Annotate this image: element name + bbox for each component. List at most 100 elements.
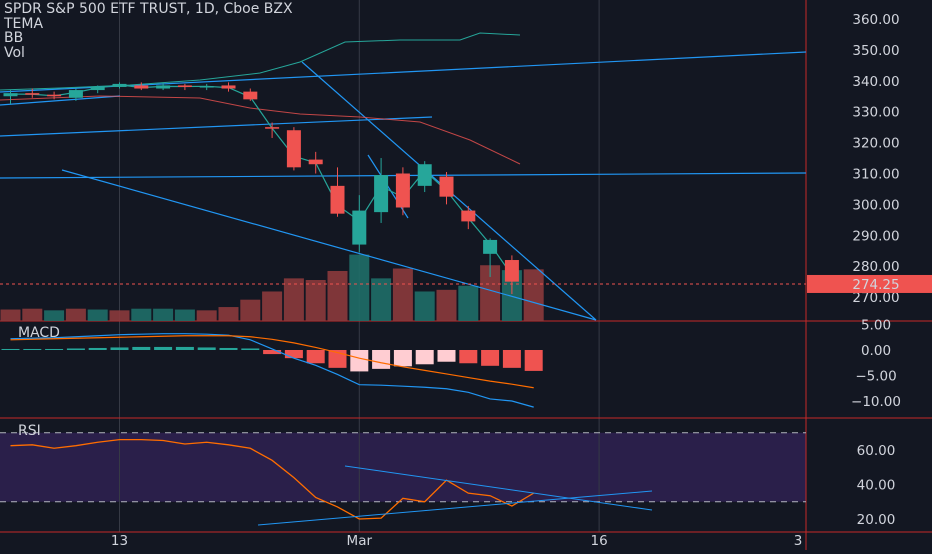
macd-histogram-bar	[502, 350, 521, 368]
macd-histogram-bar	[132, 346, 151, 350]
price-tick-label: 360.00	[852, 12, 899, 28]
macd-histogram-bar	[393, 350, 412, 367]
candle-body[interactable]	[483, 239, 498, 254]
candle-body[interactable]	[199, 86, 214, 88]
candle-body[interactable]	[221, 85, 236, 89]
candle-body[interactable]	[243, 91, 258, 100]
candle-body[interactable]	[374, 175, 389, 213]
volume-bar	[131, 308, 152, 321]
candle-body[interactable]	[417, 164, 432, 186]
macd-histogram-bar	[306, 350, 325, 364]
macd-histogram-bar	[88, 347, 107, 350]
price-tick-label: 320.00	[852, 136, 899, 152]
volume-bar	[349, 254, 370, 321]
macd-histogram-bar	[284, 350, 303, 359]
time-axis-label: 3	[794, 533, 803, 549]
volume-bar	[480, 265, 501, 321]
macd-histogram-bar	[241, 348, 260, 350]
candle-body[interactable]	[47, 94, 62, 97]
volume-bar	[305, 280, 326, 321]
candle-body[interactable]	[395, 173, 410, 208]
candle-body[interactable]	[439, 176, 454, 197]
volume-bar	[327, 270, 348, 321]
volume-bar	[153, 308, 174, 321]
legend-indicator-tema[interactable]: TEMA	[4, 15, 44, 32]
time-axis-label: Mar	[347, 533, 373, 549]
candle-body[interactable]	[90, 86, 105, 91]
candle-body[interactable]	[461, 210, 476, 222]
trendline	[61, 169, 597, 321]
candle-body[interactable]	[286, 130, 301, 168]
candle-body[interactable]	[265, 127, 280, 129]
volume-bar	[436, 289, 457, 321]
price-tick-label: 300.00	[852, 197, 899, 213]
macd-histogram-bar	[415, 350, 434, 365]
volume-bar	[87, 309, 108, 321]
volume-bar	[392, 268, 413, 321]
price-tick-label: 310.00	[852, 167, 899, 183]
volume-bar	[283, 278, 304, 321]
legend-indicator-bb[interactable]: BB	[4, 30, 24, 46]
candle-body[interactable]	[177, 85, 192, 87]
volume-bar	[218, 307, 239, 321]
macd-histogram-bar	[459, 350, 478, 364]
candle-body[interactable]	[134, 85, 149, 89]
macd-histogram-bar	[524, 350, 543, 371]
volume-bar	[44, 310, 65, 321]
rsi-tick-label: 40.00	[857, 478, 896, 494]
macd-histogram-bar	[110, 347, 129, 350]
macd-signal-line	[10, 335, 534, 389]
volume-bar	[414, 291, 435, 321]
candle-body[interactable]	[25, 93, 40, 95]
volume-bar	[501, 270, 522, 321]
candle-body[interactable]	[112, 83, 127, 87]
candle-body[interactable]	[3, 93, 18, 97]
volume-bar	[240, 299, 261, 321]
volume-bar	[523, 269, 544, 321]
trendline	[0, 51, 807, 93]
rsi-pane-label[interactable]: RSI	[18, 423, 41, 439]
bb-middle-line	[0, 95, 521, 165]
macd-pane-label[interactable]: MACD	[18, 325, 60, 341]
volume-bar	[371, 278, 392, 321]
macd-histogram-bar	[437, 350, 456, 362]
trendline	[0, 116, 433, 137]
price-tick-label: 350.00	[852, 43, 899, 59]
candle-body[interactable]	[156, 85, 171, 89]
volume-bar	[458, 285, 479, 321]
price-tick-label: 330.00	[852, 105, 899, 121]
macd-histogram-bar	[175, 346, 194, 350]
time-axis-label: 13	[111, 533, 128, 549]
legend-title[interactable]: SPDR S&P 500 ETF TRUST, 1D, Cboe BZX	[4, 1, 293, 17]
macd-histogram-bar	[23, 348, 42, 350]
rsi-trendline	[344, 465, 653, 511]
macd-tick-label: 5.00	[861, 318, 891, 334]
price-tick-label: 280.00	[852, 259, 899, 275]
volume-bar	[65, 308, 86, 321]
candle-body[interactable]	[352, 210, 367, 245]
macd-histogram-bar	[328, 350, 347, 368]
macd-histogram-bar	[350, 350, 369, 372]
candle-body[interactable]	[330, 185, 345, 214]
time-axis-label: 16	[591, 533, 608, 549]
price-tick-label: 270.00	[852, 290, 899, 306]
candle-body[interactable]	[504, 260, 519, 282]
bb-upper-line	[0, 32, 521, 91]
macd-tick-label: −10.00	[851, 394, 901, 410]
legend-indicator-vol[interactable]: Vol	[4, 44, 25, 61]
candle-body[interactable]	[68, 90, 83, 98]
trendline	[0, 95, 121, 106]
macd-histogram-bar	[66, 348, 85, 350]
price-tick-label: 290.00	[852, 228, 899, 244]
macd-histogram-bar	[154, 346, 173, 350]
chart-legend: SPDR S&P 500 ETF TRUST, 1D, Cboe BZX TEM…	[4, 2, 293, 60]
price-tick-label: 340.00	[852, 74, 899, 90]
macd-histogram-bar	[372, 350, 391, 369]
macd-histogram-bar	[481, 350, 500, 366]
macd-tick-label: −5.00	[855, 369, 896, 385]
volume-bar	[174, 309, 195, 321]
candle-body[interactable]	[308, 159, 323, 165]
macd-histogram-bar	[1, 348, 20, 350]
